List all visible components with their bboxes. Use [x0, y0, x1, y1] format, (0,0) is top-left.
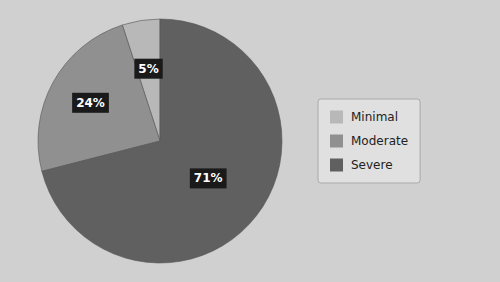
background [0, 0, 500, 282]
legend-label: Severe [351, 158, 393, 172]
legend-frame [318, 99, 420, 183]
data-label-box [134, 59, 162, 79]
legend-swatch [330, 111, 343, 124]
data-label: 5% [138, 62, 158, 76]
legend-label: Minimal [351, 110, 398, 124]
data-labels: 5% 24% 71% [72, 59, 226, 189]
data-label-box [72, 93, 109, 113]
chart-container: 5% 24% 71% Minimal Moderate Severe [0, 0, 500, 282]
chart-svg: 5% 24% 71% Minimal Moderate Severe [0, 0, 500, 282]
data-label: 24% [76, 96, 105, 110]
legend-swatch [330, 135, 343, 148]
data-label: 71% [194, 171, 223, 185]
legend-label: Moderate [351, 134, 408, 148]
legend-swatch [330, 159, 343, 172]
legend: Minimal Moderate Severe [318, 99, 420, 183]
slices [38, 19, 282, 263]
pie-slice [42, 19, 282, 263]
data-label-box [190, 168, 227, 188]
